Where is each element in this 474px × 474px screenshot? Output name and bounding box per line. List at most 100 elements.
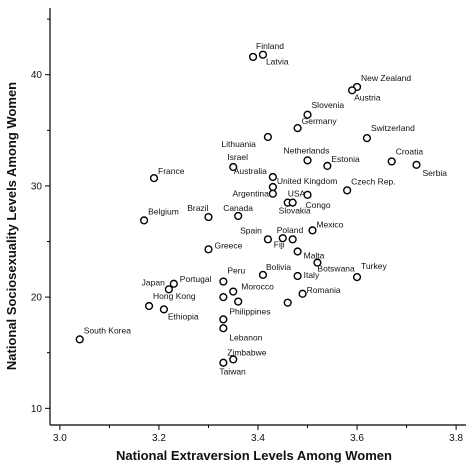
point-label: Philippines	[229, 306, 270, 316]
data-point	[229, 355, 238, 364]
x-tick-label: 3.4	[251, 433, 265, 444]
point-label: Turkey	[361, 261, 387, 271]
y-tick-label: 10	[31, 404, 43, 415]
data-point	[219, 293, 228, 302]
data-point	[347, 86, 357, 95]
data-point	[263, 235, 273, 244]
point-label: Switzerland	[371, 123, 415, 133]
point-label: Taiwan	[219, 367, 246, 377]
point-label: Peru	[227, 266, 245, 276]
data-point	[229, 287, 238, 296]
data-point	[219, 324, 228, 333]
point-label: Romania	[307, 285, 341, 295]
point-label: Bolivia	[266, 262, 291, 272]
point-label: Ethiopia	[168, 311, 199, 321]
data-point	[288, 198, 297, 207]
data-point	[303, 110, 312, 119]
data-point	[268, 182, 277, 192]
point-label: Hong Kong	[153, 291, 196, 301]
data-point	[219, 315, 228, 324]
point-label: Brazil	[187, 203, 208, 213]
data-point	[229, 162, 238, 172]
point-label: Estonia	[331, 154, 360, 164]
x-axis-label: National Extraversion Levels Among Women	[116, 448, 392, 463]
ticks: 3.0 3.2 3.4 3.6 3.8 10 20 30 40	[31, 18, 463, 444]
point-label: Australia	[234, 166, 267, 176]
x-tick-label: 3.8	[449, 433, 463, 444]
data-point	[268, 189, 277, 198]
data-point	[313, 258, 322, 267]
data-point	[144, 301, 154, 311]
point-label: Slovakia	[279, 206, 311, 216]
data-point	[169, 279, 178, 288]
point-label: Czech Rep.	[351, 176, 395, 186]
data-point	[219, 277, 228, 286]
data-point	[204, 212, 213, 222]
data-point	[219, 358, 228, 367]
data-point	[234, 297, 243, 306]
data-point	[204, 245, 213, 254]
point-label: United Kingdom	[277, 176, 337, 186]
data-point	[303, 156, 312, 165]
data-point	[258, 270, 268, 279]
data-point	[323, 161, 332, 171]
data-point	[412, 160, 421, 169]
point-label: Mexico	[316, 219, 343, 229]
data-point	[268, 172, 277, 182]
data-point	[293, 123, 302, 133]
x-tick-label: 3.6	[350, 433, 364, 444]
point-label: Latvia	[266, 57, 289, 67]
point-label: Croatia	[396, 146, 424, 156]
data-point	[308, 226, 317, 235]
point-label: Netherlands	[284, 145, 330, 155]
point-label: Poland	[277, 225, 304, 235]
point-label: Belgium	[148, 206, 179, 216]
x-tick-label: 3.0	[53, 433, 67, 444]
point-label: Israel	[227, 152, 248, 162]
data-points	[75, 50, 421, 367]
point-label: Canada	[223, 203, 253, 213]
point-label: Fiji	[274, 239, 285, 249]
data-point	[288, 235, 297, 244]
data-point	[278, 234, 287, 243]
point-label: Germany	[302, 116, 338, 126]
y-axis-label: National Sociosexuality Levels Among Wom…	[4, 82, 19, 370]
data-point	[283, 298, 292, 307]
data-point	[263, 132, 273, 142]
data-point	[159, 305, 169, 314]
data-point	[164, 285, 173, 294]
point-label: Austria	[354, 92, 381, 102]
data-point	[75, 335, 84, 344]
point-label: Morocco	[241, 282, 274, 292]
y-tick-label: 20	[31, 293, 43, 304]
point-label: Portugal	[180, 274, 212, 284]
data-point	[293, 247, 302, 256]
data-point	[258, 50, 268, 59]
point-label: Congo	[306, 200, 331, 210]
point-label: Botswana	[317, 264, 355, 274]
data-point	[234, 211, 243, 221]
point-label: Argentina	[232, 189, 269, 199]
data-point	[248, 52, 258, 62]
point-label: Japan	[142, 277, 165, 287]
data-point	[293, 271, 302, 281]
point-label: Greece	[214, 240, 242, 250]
point-label: Italy	[304, 270, 320, 280]
point-label: Serbia	[422, 168, 447, 178]
data-point	[303, 190, 312, 199]
y-tick-label: 40	[31, 70, 43, 81]
data-point	[387, 157, 396, 166]
point-label: USA	[288, 189, 306, 199]
data-point	[149, 174, 159, 183]
data-point	[343, 186, 352, 195]
y-tick-label: 30	[31, 181, 43, 192]
data-point	[298, 289, 307, 298]
point-label: Malta	[304, 251, 325, 261]
point-label: Zimbabwe	[227, 347, 266, 357]
point-label: Slovenia	[312, 100, 345, 110]
point-label: Finland	[256, 41, 284, 51]
data-point	[352, 273, 362, 282]
x-tick-label: 3.2	[152, 433, 166, 444]
